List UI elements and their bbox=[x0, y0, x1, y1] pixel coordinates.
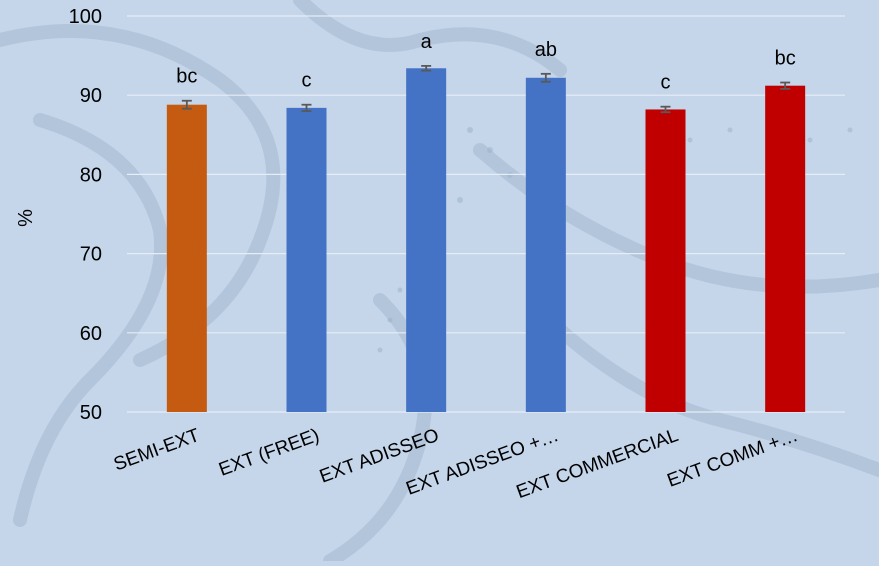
bar bbox=[286, 107, 327, 412]
x-tick-label: SEMI-EXT bbox=[111, 425, 203, 476]
y-tick-label: 50 bbox=[80, 402, 102, 424]
error-bar bbox=[780, 81, 791, 90]
x-tick-label: EXT (FREE) bbox=[216, 425, 322, 481]
bar bbox=[645, 109, 686, 413]
significance-label: c bbox=[661, 72, 671, 94]
significance-label: a bbox=[421, 31, 433, 53]
significance-label: c bbox=[302, 70, 312, 92]
error-bar bbox=[181, 99, 192, 110]
significance-label: ab bbox=[535, 39, 557, 61]
significance-label: bc bbox=[176, 66, 197, 88]
error-bar bbox=[660, 105, 671, 114]
y-axis: 50 60 70 80 90 100 bbox=[69, 6, 102, 424]
x-tick-label: EXT COMM +… bbox=[665, 425, 801, 492]
bar bbox=[406, 68, 447, 412]
gridlines bbox=[127, 15, 845, 413]
error-bars bbox=[181, 64, 791, 114]
bar bbox=[166, 104, 207, 412]
y-tick-label: 70 bbox=[80, 244, 102, 266]
y-tick-label: 60 bbox=[80, 323, 102, 345]
y-axis-label: % bbox=[15, 209, 37, 227]
y-tick-label: 80 bbox=[80, 164, 102, 186]
error-bar bbox=[421, 64, 432, 72]
y-tick-label: 100 bbox=[69, 6, 102, 28]
y-tick-label: 90 bbox=[80, 85, 102, 107]
bar bbox=[525, 77, 566, 412]
error-bar bbox=[540, 72, 551, 83]
significance-labels: bc c a ab c bc bbox=[176, 31, 795, 94]
error-bar bbox=[301, 103, 312, 112]
bar bbox=[765, 85, 806, 413]
significance-label: bc bbox=[775, 48, 796, 70]
bars bbox=[166, 68, 806, 413]
